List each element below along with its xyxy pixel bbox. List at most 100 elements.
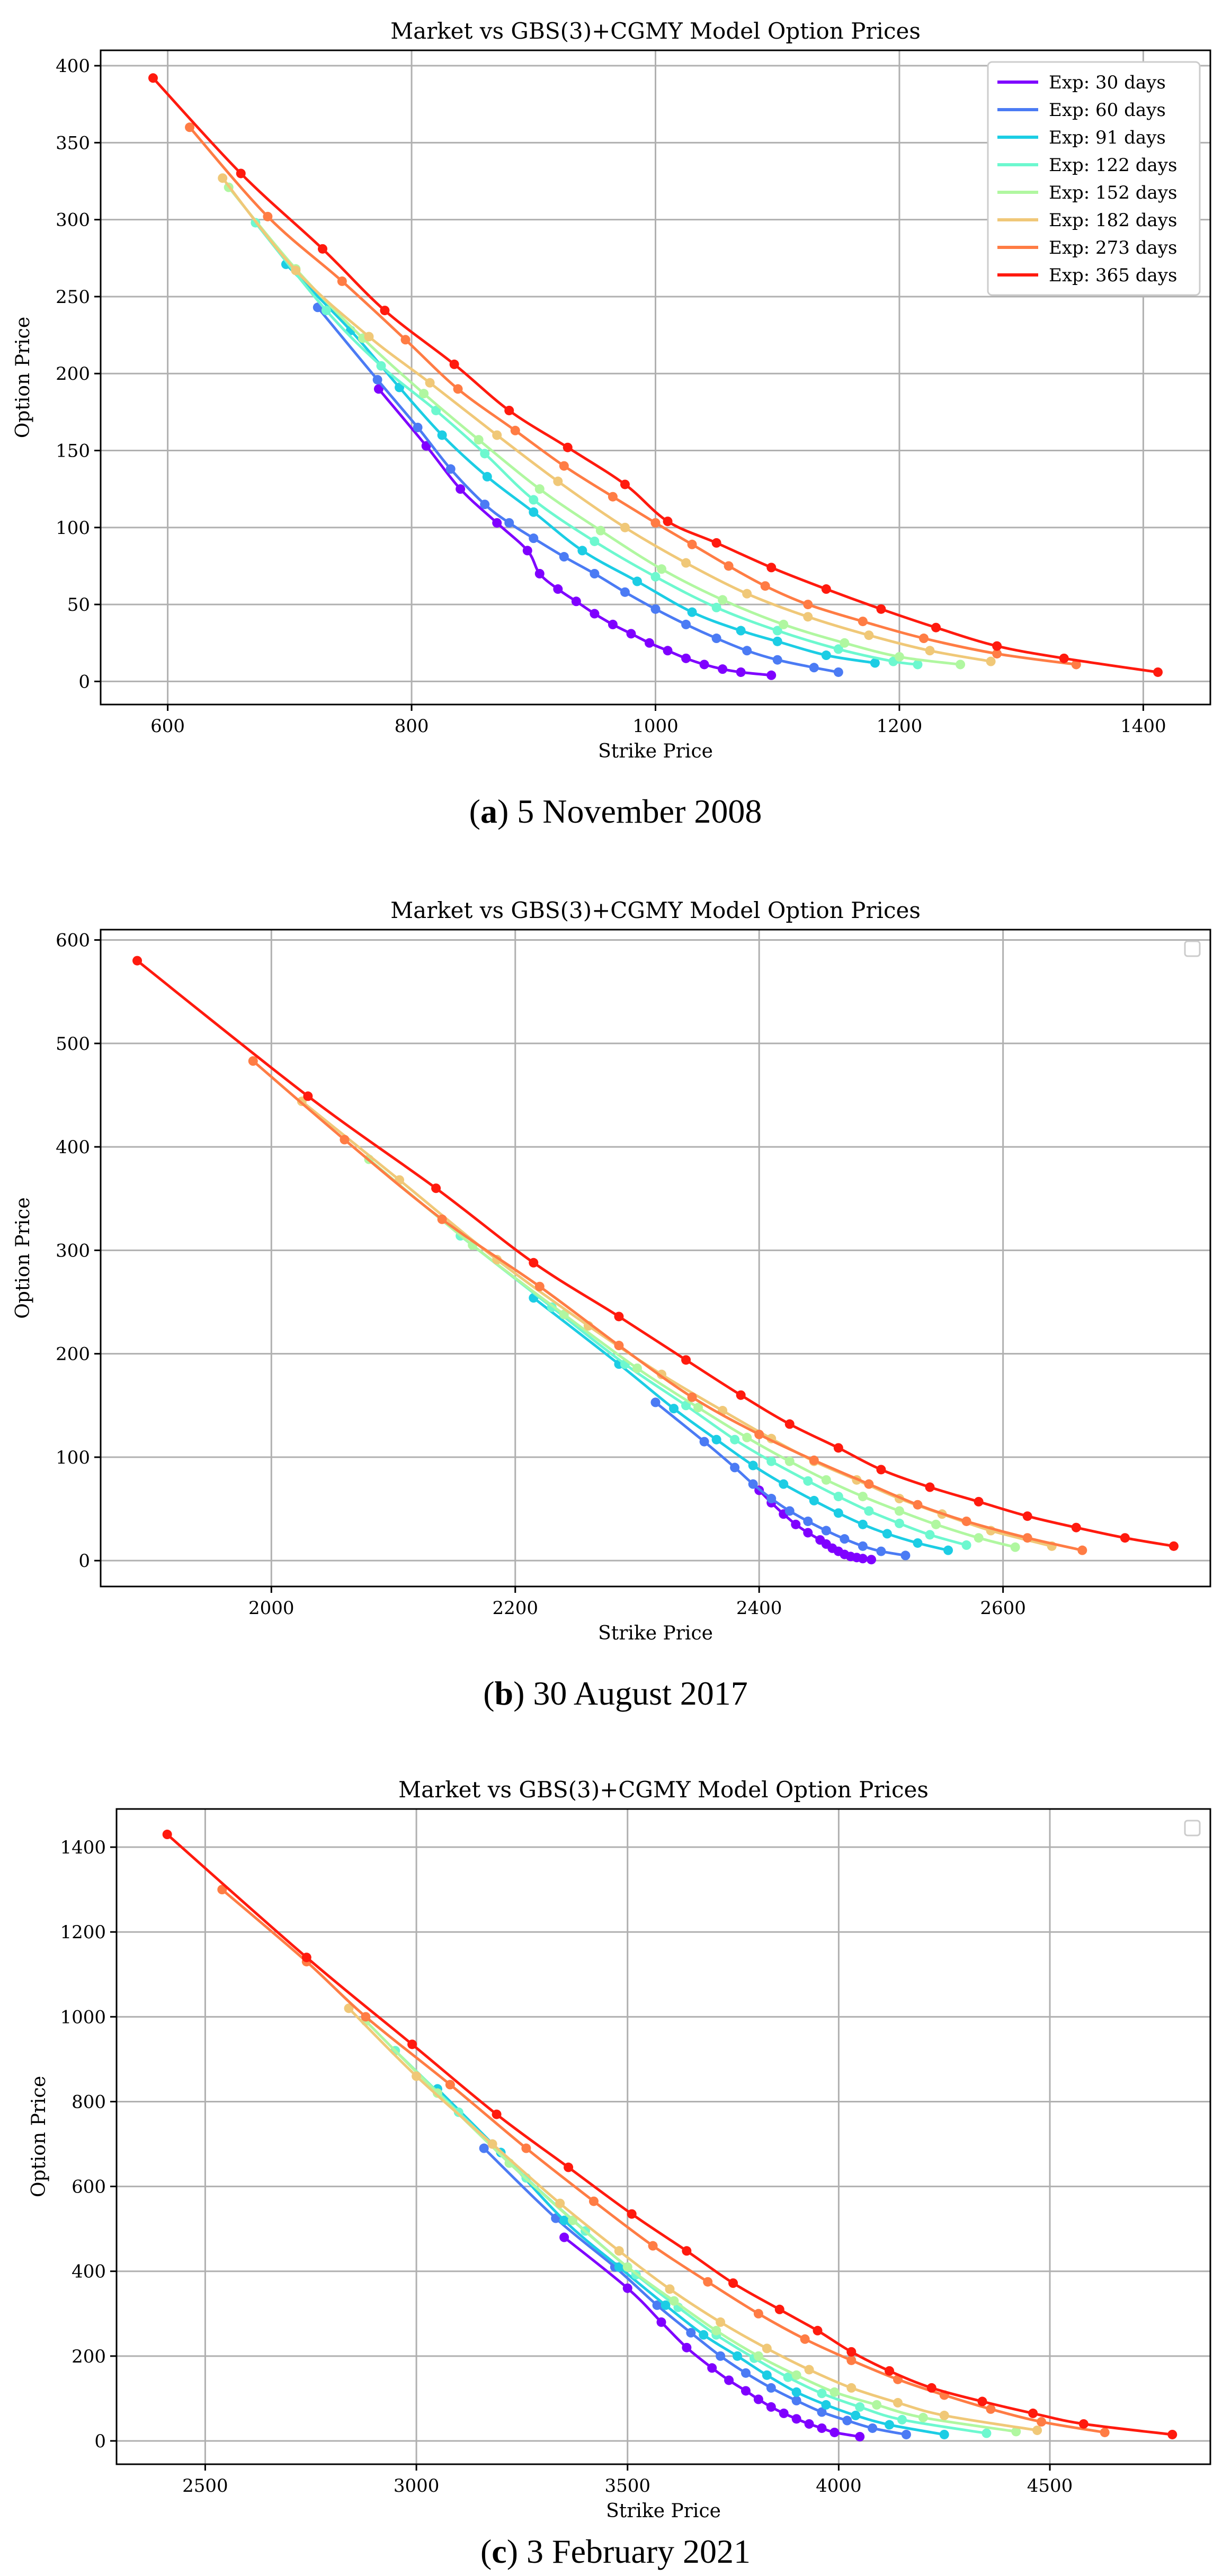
data-point: [622, 2283, 632, 2293]
data-point: [236, 168, 246, 179]
data-point: [553, 584, 563, 594]
y-tick-label: 1000: [60, 2007, 106, 2028]
data-point: [218, 173, 228, 183]
data-point: [817, 2388, 827, 2399]
data-point: [977, 2396, 987, 2406]
data-point: [650, 518, 661, 528]
data-point: [829, 2427, 840, 2437]
data-point: [248, 1056, 258, 1066]
data-point: [748, 1479, 758, 1489]
data-point: [718, 664, 728, 674]
data-point: [846, 2347, 857, 2357]
data-point: [1071, 659, 1081, 670]
data-point: [742, 1432, 752, 1442]
data-point: [711, 1434, 721, 1445]
data-point: [559, 1309, 569, 1320]
data-point: [766, 2383, 776, 2393]
data-point: [681, 1401, 691, 1411]
series-line: [254, 221, 918, 666]
data-point: [855, 2431, 865, 2441]
y-tick-label: 200: [56, 1344, 90, 1365]
data-point: [413, 422, 423, 432]
y-tick-label: 0: [78, 671, 90, 692]
data-point: [620, 587, 630, 597]
data-point: [753, 2351, 763, 2361]
series-line: [227, 186, 961, 666]
data-point: [650, 1397, 661, 1407]
data-point: [1153, 667, 1163, 677]
data-point: [858, 1492, 868, 1502]
x-tick-label: 4500: [1027, 2475, 1073, 2497]
data-point: [425, 378, 435, 388]
data-point: [650, 572, 661, 582]
data-point: [724, 561, 734, 571]
y-tick-label: 200: [56, 363, 90, 385]
data-point: [620, 522, 630, 532]
series-line: [152, 77, 1158, 674]
data-point: [687, 607, 697, 617]
data-point: [809, 1455, 819, 1465]
y-tick-label: 600: [72, 2177, 106, 2198]
data-point: [376, 361, 386, 371]
data-point: [590, 536, 600, 546]
data-point: [1037, 2417, 1047, 2427]
chart-title: Market vs GBS(3)+CGMY Model Option Price…: [398, 1777, 929, 1803]
data-point: [364, 332, 374, 342]
data-point: [876, 1465, 886, 1475]
data-point: [681, 1355, 691, 1365]
y-tick-label: 0: [78, 1550, 90, 1572]
data-point: [716, 2351, 726, 2361]
data-point: [682, 2246, 692, 2256]
data-point: [1120, 1533, 1130, 1543]
chart-2: 2500 3000 3500 4000 4500 0 200 400 600 800 1000 120…: [28, 1777, 1211, 2522]
data-point: [529, 495, 539, 505]
data-point: [736, 626, 746, 636]
data-point: [821, 1526, 831, 1536]
data-point: [657, 564, 667, 574]
data-point: [663, 516, 673, 527]
data-point: [864, 1506, 874, 1516]
data-point: [687, 539, 697, 549]
data-point: [760, 581, 770, 591]
data-point: [846, 2355, 857, 2365]
data-point: [736, 667, 746, 677]
data-point: [687, 1392, 697, 1402]
chart-1: 2000 2200 2400 2600 0 100 200 300 400 500 600 Marke…: [12, 897, 1211, 1644]
data-point: [492, 430, 502, 440]
data-point: [961, 1516, 971, 1526]
data-point: [766, 2402, 776, 2412]
legend-label: Exp: 273 days: [1049, 237, 1177, 259]
data-point: [974, 1533, 984, 1543]
data-point: [522, 546, 532, 556]
data-point: [432, 2088, 442, 2098]
data-point: [943, 1545, 953, 1555]
data-point: [711, 538, 721, 548]
data-point: [779, 1479, 789, 1489]
data-point: [766, 1494, 777, 1504]
y-axis-label: Option Price: [28, 2076, 50, 2197]
chart-title: Market vs GBS(3)+CGMY Model Option Price…: [390, 897, 921, 923]
data-point: [412, 2071, 422, 2081]
data-point: [992, 641, 1002, 651]
data-point: [632, 1363, 642, 1373]
data-point: [577, 546, 587, 556]
data-point: [564, 2162, 574, 2172]
x-tick-label: 800: [395, 716, 429, 737]
data-point: [373, 384, 383, 394]
data-point: [748, 1460, 758, 1470]
data-point: [492, 518, 502, 528]
data-point: [986, 656, 996, 666]
data-point: [614, 1312, 624, 1322]
x-tick-label: 1000: [632, 716, 679, 737]
data-point: [925, 646, 935, 656]
data-point: [622, 2262, 632, 2272]
data-point: [803, 1476, 813, 1486]
data-point: [730, 1463, 740, 1473]
data-point: [263, 211, 273, 221]
x-axis-label: Strike Price: [598, 741, 713, 762]
data-point: [897, 2414, 907, 2425]
data-point: [784, 1456, 795, 1466]
data-point: [1168, 1541, 1179, 1551]
data-point: [791, 1519, 801, 1529]
data-point: [1077, 1545, 1087, 1555]
